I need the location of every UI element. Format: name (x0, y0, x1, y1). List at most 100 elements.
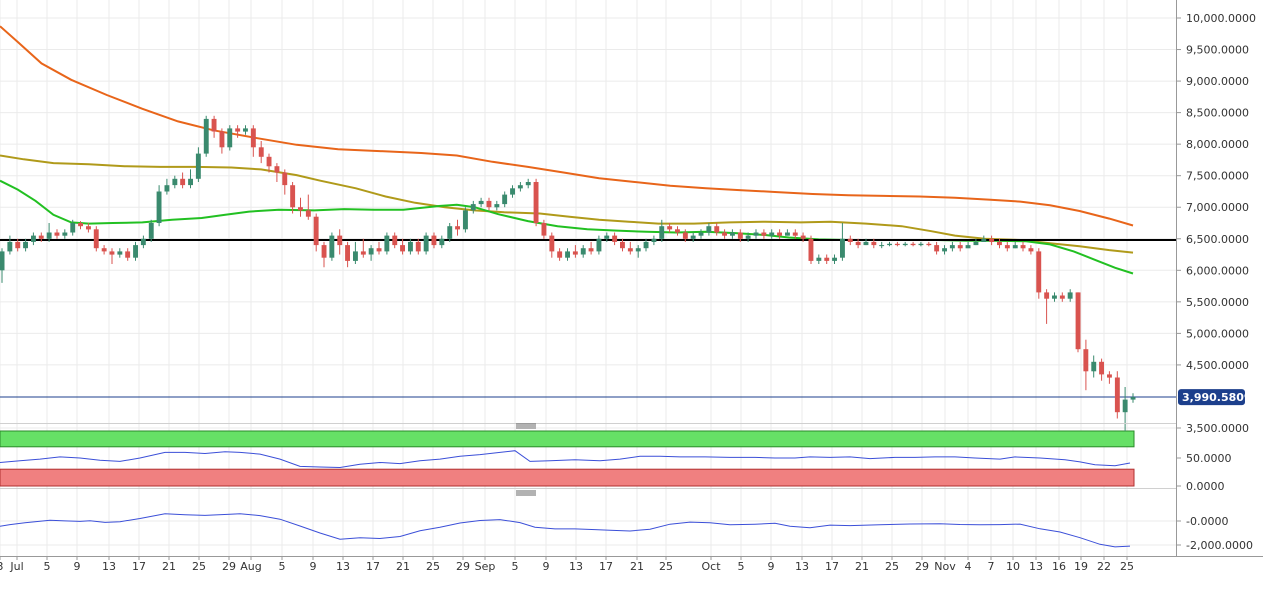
x-tick-label: 10 (1006, 560, 1020, 573)
candle-body (133, 245, 138, 258)
price-tick-label: 9,000.0000 (1186, 75, 1249, 88)
candle (706, 223, 712, 236)
x-tick-label: Sep (475, 560, 496, 573)
candle-body (604, 235, 610, 239)
candle-body (101, 248, 107, 252)
candle-body (376, 248, 382, 252)
candle (266, 153, 272, 173)
candle (109, 248, 115, 264)
price-tick-label: 5,000.0000 (1186, 327, 1249, 340)
candle (274, 163, 280, 182)
x-tick-label: 13 (569, 560, 583, 573)
candle (682, 229, 688, 242)
candle-body (910, 243, 916, 246)
candle (879, 241, 885, 249)
candle (392, 232, 398, 249)
candle (250, 125, 256, 157)
candle (54, 229, 60, 239)
price-tick-label: 10,000.0000 (1186, 12, 1256, 25)
candle-body (510, 188, 515, 195)
candle (753, 229, 759, 239)
candle (533, 178, 539, 227)
price-tick-label: 4,500.0000 (1186, 359, 1249, 372)
candle (596, 235, 602, 255)
candle-body (15, 241, 21, 249)
candle-body (337, 235, 343, 246)
price-tick-label: 8,000.0000 (1186, 138, 1249, 151)
candle-body (667, 226, 673, 230)
candle-body (769, 232, 775, 236)
candle-body (125, 251, 131, 258)
candle (580, 245, 586, 258)
candle (572, 245, 578, 258)
candle-body (38, 235, 44, 239)
price-tick-label: 6,000.0000 (1186, 264, 1249, 277)
candle (847, 235, 853, 246)
indicator-lines (0, 450, 1131, 548)
candle-body (596, 238, 602, 252)
candle-body (78, 223, 83, 227)
candle-body (1067, 292, 1073, 299)
rsi-oversold-band (0, 468, 1135, 487)
panel-resize-handle[interactable] (516, 490, 536, 496)
x-tick-label: 21 (396, 560, 410, 573)
candle-body (415, 241, 421, 252)
candle (620, 238, 625, 252)
candle (172, 175, 178, 189)
candle (455, 219, 460, 236)
candle (305, 194, 311, 220)
candle (46, 223, 52, 242)
candle (926, 241, 932, 247)
candle-body (777, 232, 782, 236)
candle (140, 235, 146, 249)
candle-body (203, 118, 209, 154)
candle (235, 125, 241, 138)
candle (1083, 339, 1089, 391)
candle-body (934, 245, 940, 252)
candle (148, 219, 154, 242)
candle-body (675, 229, 680, 233)
candle (133, 241, 138, 261)
panel-resize-handle[interactable] (516, 423, 536, 429)
candle (180, 172, 186, 189)
candle (517, 182, 523, 192)
rsi-line (0, 450, 1131, 469)
price-tick-label: 8,500.0000 (1186, 107, 1249, 120)
candle-body (737, 232, 743, 239)
candle-body (1052, 295, 1057, 299)
x-tick-label: 19 (1074, 560, 1088, 573)
candle-body (86, 226, 91, 230)
candle (439, 235, 445, 249)
x-tick-label: 17 (366, 560, 380, 573)
candle (1059, 292, 1065, 302)
x-tick-label: 13 (1029, 560, 1043, 573)
x-tick-label: 25 (659, 560, 673, 573)
candle-body (730, 232, 735, 236)
candle-body (140, 238, 146, 246)
candle-body (761, 232, 767, 236)
candle (463, 207, 468, 233)
candle-body (62, 232, 68, 236)
candle (730, 229, 735, 239)
candle-body (250, 128, 256, 148)
x-tick-label: 21 (855, 560, 869, 573)
candle-body (855, 241, 861, 246)
x-tick-label: 9 (768, 560, 775, 573)
macd-line (0, 513, 1131, 548)
candle-body (23, 241, 28, 249)
x-tick-label: 13 (102, 560, 116, 573)
x-tick-label: Nov (934, 560, 956, 573)
y-axis-labels: 10,000.0000 9,500.0000 9,000.0000 8,500.000… (1176, 12, 1256, 552)
x-tick-label: 25 (192, 560, 206, 573)
candle (494, 200, 500, 211)
candle-body (549, 235, 555, 252)
candle-body (353, 251, 358, 261)
x-tick-label: 29 (222, 560, 236, 573)
candle (690, 232, 696, 242)
candle-body (447, 226, 453, 239)
candle (345, 241, 350, 268)
candle-body (541, 223, 547, 236)
panel-resize-handles[interactable] (516, 423, 536, 496)
